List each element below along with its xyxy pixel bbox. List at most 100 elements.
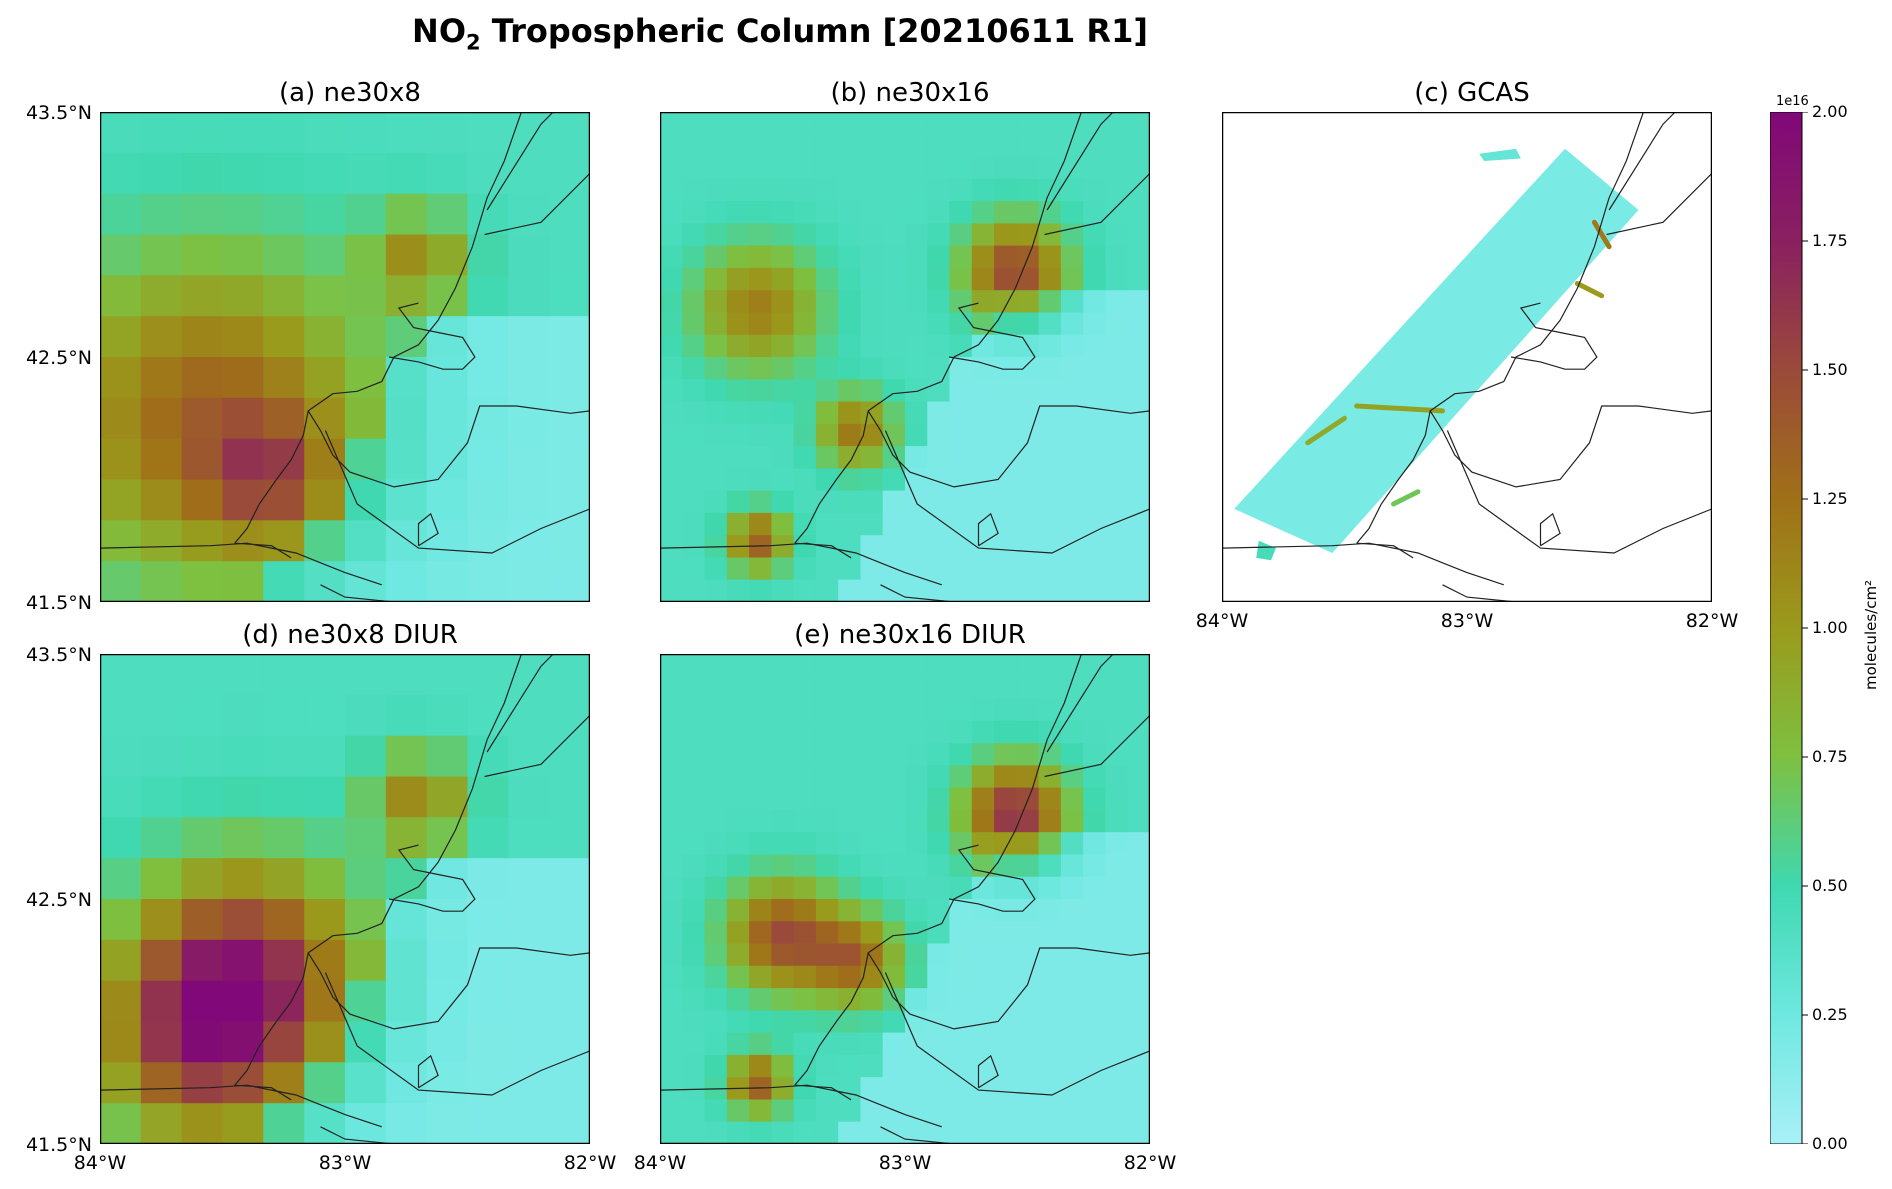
field-cell xyxy=(682,379,706,403)
field-cell xyxy=(1060,134,1084,158)
field-cell xyxy=(726,201,750,224)
field-cell xyxy=(1105,832,1129,856)
field-cell xyxy=(140,980,183,1023)
field-cell xyxy=(905,832,928,856)
field-cell xyxy=(994,535,1017,559)
field-cell xyxy=(860,201,884,224)
field-cell xyxy=(1038,401,1062,425)
field-cell xyxy=(927,765,951,789)
field-cell xyxy=(882,676,906,700)
field-cell xyxy=(1083,134,1107,158)
field-cell xyxy=(263,776,305,818)
field-cell xyxy=(949,468,973,492)
field-cell xyxy=(181,735,224,778)
field-cell xyxy=(1127,1054,1150,1078)
field-cell xyxy=(949,156,973,180)
field-cell xyxy=(682,809,706,833)
field-cell xyxy=(971,899,995,922)
field-cell xyxy=(994,357,1017,380)
field-cell xyxy=(385,939,428,982)
field-cell xyxy=(1060,468,1084,492)
field-cell xyxy=(1016,446,1040,469)
field-cell xyxy=(815,720,839,744)
field-cell xyxy=(882,698,906,722)
field-cell xyxy=(222,939,264,982)
field-cell xyxy=(1127,1099,1150,1123)
field-cell xyxy=(793,743,817,766)
field-cell xyxy=(771,401,795,425)
field-cell xyxy=(971,676,995,700)
field-cell xyxy=(222,858,264,900)
field-cell xyxy=(971,334,995,358)
coastline-group xyxy=(1222,112,1712,602)
field-cell xyxy=(222,654,264,696)
field-cell xyxy=(1127,245,1150,269)
field-cell xyxy=(1083,245,1107,269)
field-cell xyxy=(971,446,995,469)
field-cell xyxy=(793,156,817,180)
field-cell xyxy=(1038,1032,1062,1056)
field-cell xyxy=(838,654,862,677)
field-cell xyxy=(140,397,183,440)
field-cell xyxy=(467,561,509,602)
field-cell xyxy=(949,490,973,514)
field-cell xyxy=(838,921,862,945)
field-cell xyxy=(838,1010,862,1034)
field-cell xyxy=(1127,290,1150,314)
field-cell xyxy=(860,112,884,135)
field-cell xyxy=(385,397,428,440)
field-cell xyxy=(140,1021,183,1063)
coastline-8 xyxy=(880,584,955,602)
field-cell xyxy=(994,112,1017,135)
field-cell xyxy=(793,832,817,856)
field-cell xyxy=(838,1032,862,1056)
field-cell xyxy=(726,1099,750,1123)
field-cell xyxy=(660,267,683,291)
field-cell xyxy=(749,223,772,247)
field-cell xyxy=(815,1010,839,1034)
field-cell xyxy=(949,1099,973,1123)
field-cell xyxy=(682,1077,706,1101)
field-cell xyxy=(304,520,346,562)
field-cell xyxy=(1127,357,1150,380)
field-cell xyxy=(971,988,995,1011)
field-cell xyxy=(345,939,387,982)
field-cell xyxy=(181,397,224,440)
field-cell xyxy=(994,698,1017,722)
field-cell xyxy=(1105,988,1129,1011)
field-cell xyxy=(1105,156,1129,180)
field-cell xyxy=(838,832,862,856)
field-cell xyxy=(1038,357,1062,380)
field-cell xyxy=(860,943,884,967)
field-cell xyxy=(860,698,884,722)
map-panel-c xyxy=(1222,112,1712,602)
field-cell xyxy=(838,965,862,989)
field-cell xyxy=(1127,557,1150,581)
field-cell xyxy=(140,357,183,399)
field-cell xyxy=(140,858,183,900)
field-cell xyxy=(660,178,683,202)
field-cell xyxy=(222,234,264,276)
field-cell xyxy=(838,401,862,425)
field-cell xyxy=(905,134,928,158)
field-cell xyxy=(905,943,928,967)
field-cell xyxy=(882,357,906,380)
field-cell xyxy=(1060,787,1084,811)
field-cell xyxy=(726,1032,750,1056)
field-cell xyxy=(749,854,772,878)
field-cell xyxy=(1105,1010,1129,1034)
field-cell xyxy=(994,267,1017,291)
field-cell xyxy=(467,275,509,317)
field-cell xyxy=(385,1062,428,1104)
field-cell xyxy=(1105,557,1129,581)
field-cell xyxy=(704,579,728,602)
field-cell xyxy=(304,939,346,982)
field-cell xyxy=(726,832,750,856)
field-cell xyxy=(704,1099,728,1123)
coastline-0 xyxy=(100,1084,382,1128)
field-cell xyxy=(726,765,750,789)
field-cell xyxy=(682,357,706,380)
field-cell xyxy=(1105,401,1129,425)
field-cell xyxy=(1083,787,1107,811)
lon-tick-d-0: 84°W xyxy=(73,1152,127,1174)
